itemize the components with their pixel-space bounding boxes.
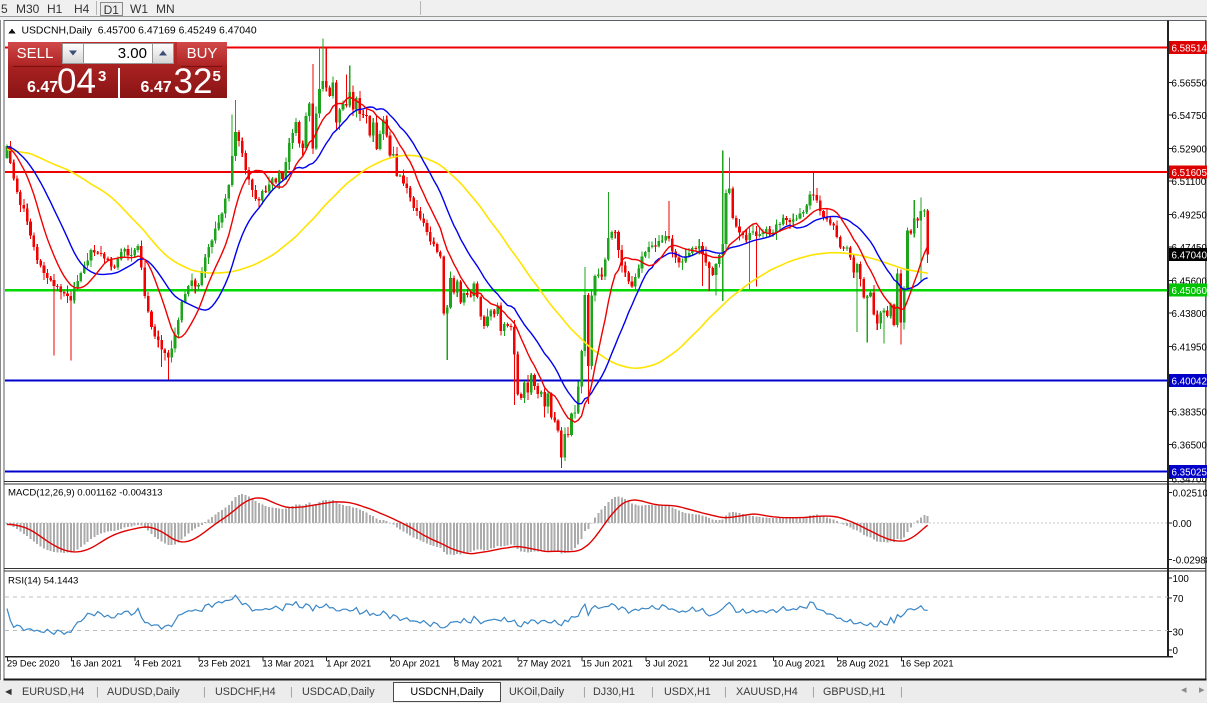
- svg-text:6.49250: 6.49250: [1172, 211, 1207, 222]
- svg-text:3 Jul 2021: 3 Jul 2021: [645, 659, 688, 669]
- svg-text:MACD(12,26,9) 0.001162 -0.0043: MACD(12,26,9) 0.001162 -0.004313: [8, 488, 163, 499]
- svg-text:6.54750: 6.54750: [1172, 111, 1207, 122]
- svg-text:20 Apr 2021: 20 Apr 2021: [390, 659, 440, 669]
- svg-text:6.52900: 6.52900: [1172, 145, 1207, 156]
- svg-text:6.35025: 6.35025: [1172, 467, 1207, 478]
- svg-text:29 Dec 2020: 29 Dec 2020: [7, 659, 60, 669]
- svg-text:6.56550: 6.56550: [1172, 79, 1207, 90]
- svg-text:16 Jan 2021: 16 Jan 2021: [71, 659, 122, 669]
- svg-text:100: 100: [1173, 574, 1190, 585]
- svg-text:6.40042: 6.40042: [1172, 377, 1207, 388]
- svg-text:6.34700: 6.34700: [1172, 475, 1207, 486]
- svg-text:6.36500: 6.36500: [1172, 441, 1207, 452]
- svg-text:27 May 2021: 27 May 2021: [518, 659, 572, 669]
- svg-text:6.45060: 6.45060: [1172, 286, 1207, 297]
- svg-text:4 Feb 2021: 4 Feb 2021: [135, 659, 182, 669]
- svg-text:6.41950: 6.41950: [1172, 342, 1207, 353]
- svg-text:-0.02988: -0.02988: [1173, 556, 1207, 567]
- svg-text:10 Aug 2021: 10 Aug 2021: [773, 659, 825, 669]
- svg-text:USDCNH,Daily 6.45700 6.47169: USDCNH,Daily 6.45700 6.47169 6.45249 6.4…: [22, 26, 257, 37]
- svg-text:6.51100: 6.51100: [1172, 177, 1207, 188]
- svg-text:70: 70: [1173, 594, 1184, 605]
- svg-text:6.43800: 6.43800: [1172, 309, 1207, 320]
- svg-text:8 May 2021: 8 May 2021: [454, 659, 503, 669]
- svg-text:30: 30: [1173, 628, 1184, 639]
- svg-text:28 Aug 2021: 28 Aug 2021: [837, 659, 889, 669]
- svg-text:6.45600: 6.45600: [1172, 276, 1207, 287]
- svg-text:16 Sep 2021: 16 Sep 2021: [901, 659, 954, 669]
- svg-text:0.00: 0.00: [1173, 519, 1193, 530]
- svg-text:RSI(14) 54.1443: RSI(14) 54.1443: [8, 576, 78, 587]
- svg-text:22 Jul 2021: 22 Jul 2021: [709, 659, 757, 669]
- svg-text:0: 0: [1173, 646, 1179, 657]
- svg-text:15 Jun 2021: 15 Jun 2021: [582, 659, 633, 669]
- svg-text:6.47040: 6.47040: [1172, 250, 1207, 261]
- svg-text:6.38350: 6.38350: [1172, 407, 1207, 418]
- svg-text:6.51605: 6.51605: [1172, 168, 1207, 179]
- svg-text:0.025108: 0.025108: [1173, 488, 1207, 499]
- svg-text:6.58514: 6.58514: [1172, 43, 1207, 54]
- svg-text:1 Apr 2021: 1 Apr 2021: [326, 659, 371, 669]
- svg-text:13 Mar 2021: 13 Mar 2021: [262, 659, 314, 669]
- svg-text:23 Feb 2021: 23 Feb 2021: [199, 659, 251, 669]
